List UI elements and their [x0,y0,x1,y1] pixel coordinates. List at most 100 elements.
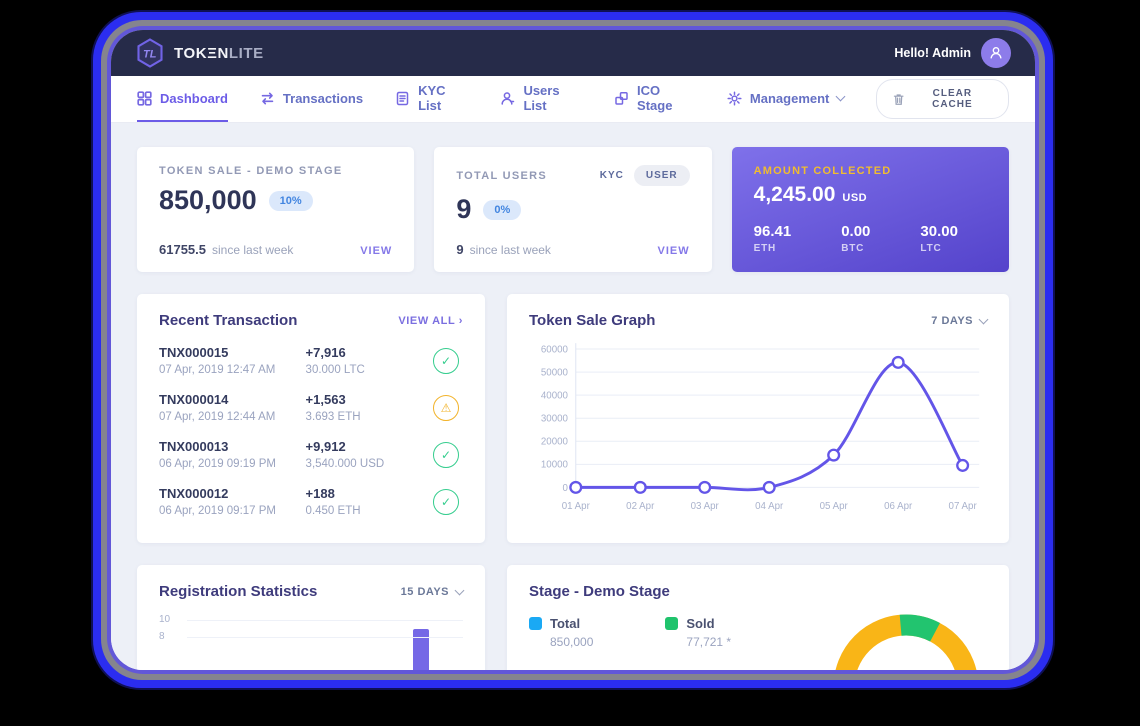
user-avatar[interactable] [981,38,1011,68]
brand: TL TOKΞNLITE [135,38,264,68]
period-label: 15 DAYS [400,585,449,598]
ltc-breakdown: 30.00 LTC [920,223,958,254]
sold-swatch [665,617,679,630]
gear-icon [727,90,742,106]
transactions-icon [260,91,275,106]
btc-breakdown: 0.00 BTC [841,223,870,254]
registration-bar-chart: 10 8 [159,614,463,670]
kyc-list-icon [395,91,410,106]
panel-title: Token Sale Graph [529,312,656,329]
tx-amount: +188 [305,486,335,501]
brand-wordmark: TOKΞNLITE [174,45,264,62]
nav-label: Transactions [282,90,364,106]
svg-text:50000: 50000 [541,367,569,378]
stage-donut-chart [827,608,985,670]
tx-status-icon: ✓ [432,441,459,468]
delta-label: since last week [469,243,551,257]
svg-text:02 Apr: 02 Apr [626,501,655,512]
total-users-view-link[interactable]: VIEW [657,245,690,257]
registration-statistics-panel: Registration Statistics 15 DAYS 10 8 [137,565,485,670]
tx-status-icon: ✓ [432,347,459,374]
nav-item-management[interactable]: Management [727,76,846,122]
amount-collected-value: 4,245.00 [753,183,836,206]
tx-date: 07 Apr, 2019 12:47 AM [159,364,276,376]
dashboard-content: TOKEN SALE - DEMO STAGE 850,000 10% 6175… [111,123,1035,670]
svg-text:0: 0 [563,483,569,494]
frame-inner-ring: TL TOKΞNLITE Hello! Admin [107,26,1039,674]
tx-currency: 3.693 ETH [305,411,361,423]
tx-amount: +7,916 [305,345,346,360]
svg-text:07 Apr: 07 Apr [949,501,978,512]
token-sale-card: TOKEN SALE - DEMO STAGE 850,000 10% 6175… [137,147,415,272]
chevron-down-icon [835,91,846,102]
svg-text:06 Apr: 06 Apr [884,501,913,512]
tx-date: 07 Apr, 2019 12:44 AM [159,411,276,423]
token-sale-view-link[interactable]: VIEW [360,245,393,257]
nav-item-dashboard[interactable]: Dashboard [137,76,228,122]
toggle-user[interactable]: USER [633,165,690,186]
panel-title: Recent Transaction [159,312,298,329]
total-users-value: 9 [456,194,472,224]
app-header: TL TOKΞNLITE Hello! Admin [111,30,1035,76]
stats-row: TOKEN SALE - DEMO STAGE 850,000 10% 6175… [137,147,1009,272]
tx-currency: 3,540.000 USD [305,458,385,470]
kyc-user-toggle: KYC USER [600,165,690,186]
svg-text:30000: 30000 [541,414,569,425]
table-row[interactable]: TNX000014 07 Apr, 2019 12:44 AM +1,563 3… [159,384,463,431]
panel-title: Registration Statistics [159,583,318,600]
token-sale-badge: 10% [268,190,313,211]
amount-collected-card: AMOUNT COLLECTED 4,245.00 USD 96.41 ETH … [731,147,1009,272]
stage-legend: Total 850,000 Sold 77,721 * [529,616,987,649]
eth-unit: ETH [753,243,777,254]
token-sale-delta: 61755.5 [159,242,206,257]
nav-item-transactions[interactable]: Transactions [260,76,363,122]
view-all-link[interactable]: VIEW ALL › [398,314,463,327]
tx-status-icon: ⚠ [432,394,459,421]
person-icon [990,47,1002,59]
table-row[interactable]: TNX000013 06 Apr, 2019 09:19 PM +9,912 3… [159,431,463,478]
svg-text:05 Apr: 05 Apr [820,501,849,512]
table-row[interactable]: TNX000015 07 Apr, 2019 12:47 AM +7,916 3… [159,337,463,384]
card-label: TOTAL USERS [456,169,548,182]
total-users-card: TOTAL USERS KYC USER 9 0% 9 since last w… [434,147,712,272]
table-row[interactable]: TNX000012 06 Apr, 2019 09:17 PM +188 0.4… [159,478,463,525]
dashboard-icon [137,90,152,106]
tx-status-icon: ✓ [432,488,459,515]
legend-value: 77,721 * [686,635,732,649]
chevron-down-icon [978,314,989,324]
eth-value: 96.41 [753,223,792,240]
frame-mid-ring: TL TOKΞNLITE Hello! Admin [101,20,1045,680]
tx-id: TNX000015 [159,345,229,360]
tokenlite-logo-icon: TL [137,38,163,68]
tx-currency: 0.450 ETH [305,505,361,517]
nav-label: Management [749,90,830,106]
nav-item-kyc-list[interactable]: KYC List [395,76,468,122]
clear-cache-button[interactable]: CLEAR CACHE [876,79,1009,119]
nav-item-ico-stage[interactable]: ICO Stage [614,76,695,122]
nav-label: Users List [523,83,560,113]
svg-text:04 Apr: 04 Apr [755,501,784,512]
greeting-text: Hello! Admin [894,46,971,60]
tx-id: TNX000014 [159,392,229,407]
nav-label: ICO Stage [637,83,673,113]
legend-item-total: Total 850,000 [529,616,593,649]
tx-date: 06 Apr, 2019 09:17 PM [159,505,277,517]
svg-text:20000: 20000 [541,437,569,448]
legend-value: 850,000 [550,635,594,649]
brand-secondary: LITE [228,44,264,62]
ico-stage-icon [614,91,629,106]
toggle-kyc[interactable]: KYC [599,170,624,181]
legend-label: Sold [686,616,715,631]
period-dropdown-7days[interactable]: 7 DAYS [931,314,989,327]
token-sale-graph-panel: Token Sale Graph 7 DAYS 0 10000 20000 30000… [507,294,1009,543]
legend-item-sold: Sold 77,721 * [665,616,731,649]
svg-text:01 Apr: 01 Apr [562,501,591,512]
nav-label: KYC List [418,83,446,113]
chevron-down-icon [454,585,465,595]
panel-title: Stage - Demo Stage [529,583,670,600]
period-dropdown-15days[interactable]: 15 DAYS [400,585,465,598]
nav-item-users-list[interactable]: Users List [500,76,582,122]
delta-label: since last week [212,243,294,257]
app-window: TL TOKΞNLITE Hello! Admin [111,30,1035,670]
svg-text:10000: 10000 [541,460,569,471]
